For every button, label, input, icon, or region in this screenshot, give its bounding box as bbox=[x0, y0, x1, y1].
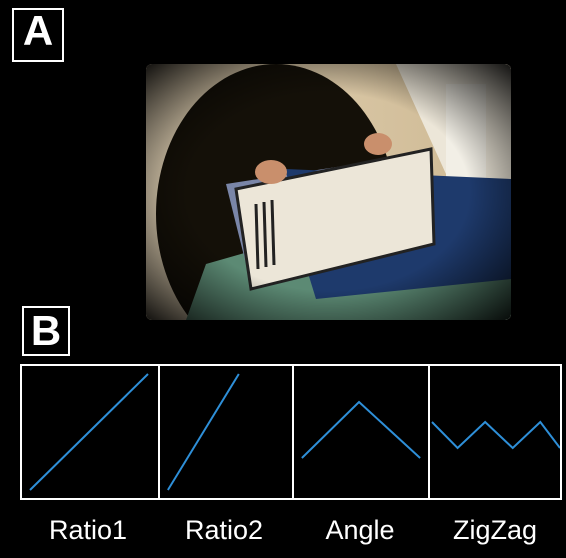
plot-angle bbox=[292, 366, 428, 498]
zigzag-trace bbox=[431, 420, 560, 450]
condition-labels: Ratio1 Ratio2 Angle ZigZag bbox=[20, 508, 562, 552]
mri-scanner-photo bbox=[146, 64, 511, 320]
ratio2-chart bbox=[167, 373, 240, 491]
photo-vignette bbox=[146, 64, 511, 320]
plot-zigzag bbox=[428, 366, 560, 498]
zigzag-chart bbox=[431, 420, 560, 450]
label-ratio1: Ratio1 bbox=[48, 515, 128, 545]
photo-illustration bbox=[146, 64, 511, 320]
trajectory-plots bbox=[20, 364, 562, 500]
ratio1-chart bbox=[29, 373, 149, 491]
ratio2-trace bbox=[167, 373, 240, 491]
plot-ratio1 bbox=[22, 366, 158, 498]
ratio1-trace bbox=[29, 373, 149, 491]
angle-trace bbox=[301, 400, 421, 459]
panel-label-a: A bbox=[12, 8, 64, 62]
label-angle: Angle bbox=[325, 515, 395, 545]
label-ratio2: Ratio2 bbox=[184, 515, 264, 545]
angle-chart bbox=[301, 400, 421, 459]
panel-label-b: B bbox=[22, 306, 70, 356]
plot-ratio2 bbox=[158, 366, 292, 498]
label-zigzag: ZigZag bbox=[452, 515, 538, 545]
